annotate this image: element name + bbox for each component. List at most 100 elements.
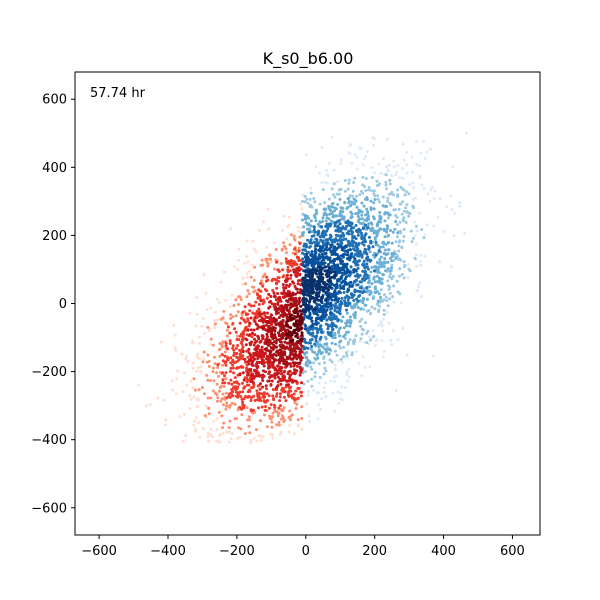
red-point [245,376,249,380]
red-point [206,353,210,357]
blue-point [420,183,424,187]
red-point [287,223,291,227]
blue-point [352,181,356,184]
red-point [228,419,232,423]
blue-point [301,199,305,203]
red-point [181,439,185,443]
blue-point [422,236,426,240]
red-point [296,418,300,422]
red-point [295,364,299,368]
blue-point [322,372,326,376]
blue-point [376,194,379,198]
red-point [213,355,216,359]
red-point [281,318,285,322]
red-point [223,354,227,358]
blue-point [362,157,366,161]
blue-point [306,201,310,205]
blue-point [325,222,329,226]
blue-point [330,135,334,139]
red-point [201,427,205,431]
blue-point [369,199,373,203]
blue-point [343,296,347,300]
blue-point [312,225,316,229]
red-point [269,321,273,325]
blue-point [357,274,361,278]
red-point [241,276,245,280]
red-point [247,418,251,422]
blue-point [303,309,307,313]
blue-point [333,409,337,413]
red-point [197,335,201,339]
blue-point [377,249,381,253]
red-point [215,371,219,375]
blue-point [324,219,328,223]
red-point [267,394,271,398]
red-point [246,289,250,292]
blue-point [313,342,317,346]
blue-point [302,244,306,248]
red-point [255,439,259,443]
blue-point [380,277,384,281]
blue-point [366,281,370,285]
blue-point [372,143,376,147]
red-point [275,338,279,342]
blue-point [309,219,313,223]
blue-point [375,302,379,306]
blue-point [343,179,347,182]
y-tick-label: 600 [42,93,67,108]
red-point [248,309,252,313]
blue-point [321,255,325,259]
red-point [281,283,285,286]
blue-point [405,210,409,214]
blue-point [414,224,418,228]
blue-point [331,391,335,395]
blue-point [394,256,398,260]
red-point [171,388,175,392]
red-point [220,343,224,347]
blue-point [367,247,371,251]
red-point [164,418,168,422]
blue-point [355,283,359,287]
red-point [282,305,286,309]
blue-point [373,229,377,233]
red-point [280,247,284,251]
red-point [255,362,259,366]
blue-point [345,330,348,334]
blue-point [326,270,329,274]
red-point [271,394,275,398]
red-point [241,381,244,385]
red-point [298,273,302,277]
red-point [296,396,300,400]
blue-point [355,194,358,198]
blue-point [336,300,340,304]
red-point [252,394,256,398]
red-point [269,313,273,317]
red-point [289,326,293,330]
blue-point [310,250,314,254]
blue-point [358,320,362,323]
blue-point [398,202,402,206]
blue-point [352,299,356,302]
red-point [280,229,284,232]
red-point [296,312,300,316]
red-point [225,334,229,338]
blue-point [331,193,335,197]
red-point [237,303,241,306]
blue-point [342,355,346,359]
red-point [280,414,284,418]
red-point [288,409,292,413]
red-point [224,371,228,375]
red-point [262,220,266,224]
blue-point [302,225,306,229]
blue-point [333,270,337,274]
red-point [255,389,259,393]
red-point [266,207,270,211]
red-point [286,346,290,350]
red-point [268,370,272,374]
red-point [243,360,247,364]
red-point [271,362,275,366]
blue-point [380,339,384,343]
red-point [251,239,255,243]
blue-point [366,210,370,214]
red-point [277,421,281,424]
